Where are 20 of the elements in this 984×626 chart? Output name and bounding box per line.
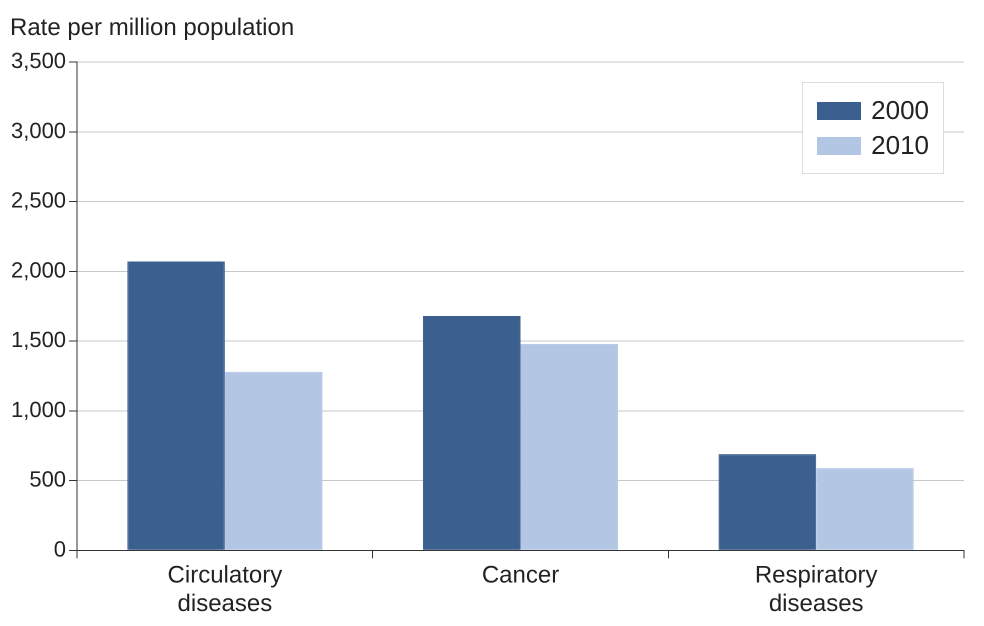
y-tick-label: 2,000 (10, 257, 66, 282)
bar (816, 468, 914, 550)
y-tick-label: 2,500 (10, 188, 66, 213)
y-tick-label: 500 (29, 466, 66, 492)
bar (127, 262, 225, 550)
y-tick-label: 3,500 (10, 48, 66, 74)
x-tick-label: Circulatory diseases (168, 561, 282, 618)
bar (224, 372, 322, 550)
x-tick-label: Respiratory diseases (754, 561, 878, 618)
y-tick-label: 3,000 (10, 118, 66, 143)
y-axis-title: Rate per million population (10, 14, 294, 42)
legend-label: 2010 (871, 130, 929, 161)
bar (422, 316, 521, 550)
y-tick-label: 1,500 (10, 327, 66, 352)
legend-label: 2000 (871, 95, 929, 126)
y-tick-label: 1,000 (10, 396, 66, 422)
y-tick-label: 0 (54, 536, 66, 562)
bar (520, 344, 618, 550)
bar (718, 454, 816, 550)
x-tick-label: Cancer (482, 561, 560, 588)
